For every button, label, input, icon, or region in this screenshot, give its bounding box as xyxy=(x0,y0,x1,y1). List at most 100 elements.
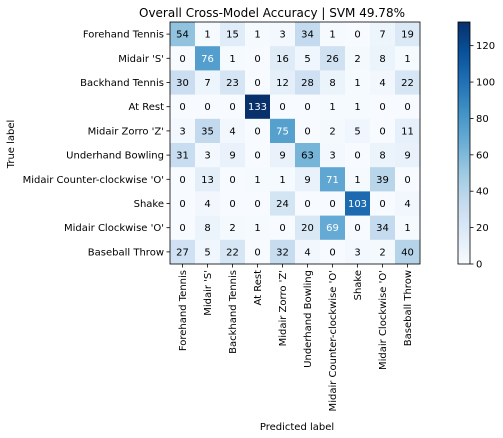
cell-value-label: 2 xyxy=(379,247,385,258)
cell-value-label: 4 xyxy=(379,78,385,89)
cell-value-label: 103 xyxy=(348,199,367,210)
cell-value-label: 23 xyxy=(226,78,239,89)
cell-value-label: 0 xyxy=(279,102,285,113)
cell-value-label: 7 xyxy=(204,78,210,89)
cell-value-label: 0 xyxy=(304,102,310,113)
y-tick-label-shake: Shake xyxy=(134,199,164,210)
heatmap-cell xyxy=(320,94,346,120)
cell-value-label: 0 xyxy=(254,199,260,210)
cell-value-label: 0 xyxy=(354,30,360,41)
cell-value-label: 0 xyxy=(329,199,335,210)
cell-value-label: 1 xyxy=(329,30,335,41)
heatmap-cell xyxy=(195,118,221,144)
heatmap-cell xyxy=(395,70,421,95)
heatmap-cell xyxy=(320,239,346,265)
cell-value-label: 0 xyxy=(179,223,185,234)
heatmap-cell xyxy=(320,167,346,192)
colorbar-tick-label: 100 xyxy=(476,78,495,89)
heatmap-cell xyxy=(270,167,296,192)
heatmap-cell xyxy=(170,239,196,265)
heatmap-cell xyxy=(195,167,221,192)
heatmap-cell xyxy=(370,46,396,71)
cell-value-label: 8 xyxy=(329,78,335,89)
cell-value-label: 0 xyxy=(229,102,235,113)
heatmap-cell xyxy=(295,215,321,241)
colorbar-gradient xyxy=(457,21,471,265)
colorbar-tick-label: 80 xyxy=(476,114,489,125)
cell-value-label: 40 xyxy=(401,247,414,258)
cell-value-label: 19 xyxy=(401,30,414,41)
heatmap-cell xyxy=(245,94,271,120)
heatmap-cell xyxy=(320,70,346,95)
heatmap-cell xyxy=(345,143,371,168)
heatmap-cell xyxy=(345,215,371,241)
heatmap-cell xyxy=(195,239,221,265)
heatmap-cell xyxy=(220,118,246,144)
cell-value-label: 3 xyxy=(354,247,360,258)
cell-value-label: 26 xyxy=(326,54,339,65)
cell-value-label: 5 xyxy=(204,247,210,258)
cell-value-label: 76 xyxy=(201,54,214,65)
cell-value-label: 0 xyxy=(204,102,210,113)
cell-value-label: 1 xyxy=(404,223,410,234)
x-tick-label-midair-clockwise-o: Midair Clockwise 'O' xyxy=(378,270,389,370)
y-tick-label-backhand-tennis: Backhand Tennis xyxy=(80,78,164,89)
cell-value-label: 2 xyxy=(329,126,335,137)
cell-value-label: 0 xyxy=(229,175,235,186)
cell-value-label: 0 xyxy=(179,175,185,186)
cell-value-label: 1 xyxy=(254,175,260,186)
colorbar-tick-label: 60 xyxy=(476,150,489,161)
heatmap-cell xyxy=(295,167,321,192)
heatmap-cell xyxy=(370,94,396,120)
cell-value-label: 30 xyxy=(176,78,189,89)
heatmap-cell xyxy=(370,70,396,95)
x-tick-label-shake: Shake xyxy=(353,270,364,300)
colorbar-tick-label: 0 xyxy=(476,260,482,271)
colorbar-ticks: 0 20 40 60 80 100 120 xyxy=(470,41,495,271)
x-tick-label-baseball-throw: Baseball Throw xyxy=(403,270,414,346)
cell-value-label: 35 xyxy=(201,126,214,137)
heatmap-cell xyxy=(220,22,246,47)
cell-value-label: 4 xyxy=(404,199,410,210)
heatmap-cell xyxy=(220,94,246,120)
cell-value-label: 15 xyxy=(226,30,239,41)
heatmap-cell xyxy=(220,215,246,241)
heatmap-cell xyxy=(345,167,371,192)
cell-value-label: 9 xyxy=(304,175,310,186)
cell-value-label: 1 xyxy=(354,78,360,89)
heatmap-cell xyxy=(220,191,246,216)
cell-value-label: 39 xyxy=(376,175,389,186)
cell-value-label: 0 xyxy=(179,199,185,210)
cell-value-label: 4 xyxy=(204,199,210,210)
heatmap-cell xyxy=(270,94,296,120)
heatmap-cell xyxy=(345,46,371,71)
cell-value-label: 8 xyxy=(379,151,385,162)
heatmap-cell xyxy=(220,46,246,71)
heatmap-cell xyxy=(295,118,321,144)
heatmap-cell xyxy=(170,22,196,47)
heatmap-cell xyxy=(245,22,271,47)
cell-value-label: 9 xyxy=(404,151,410,162)
cell-value-label: 0 xyxy=(179,102,185,113)
heatmap-cell xyxy=(395,191,421,216)
heatmap-cell xyxy=(370,167,396,192)
heatmap-cell-values: 54 1 15 1 3 34 1 0 7 190 76 1 0 16 5 26 2 8 130 7 23 0 12 28 8 1 4… xyxy=(176,30,414,259)
heatmap-cell xyxy=(320,191,346,216)
cell-value-label: 1 xyxy=(354,102,360,113)
x-tick-label-midair-counter-clockwise-o: Midair Counter-clockwise 'O' xyxy=(328,270,339,411)
cell-value-label: 0 xyxy=(304,199,310,210)
cell-value-label: 34 xyxy=(376,223,389,234)
cell-value-label: 9 xyxy=(279,151,285,162)
heatmap-cell xyxy=(220,143,246,168)
y-axis-label: True label xyxy=(6,120,17,170)
heatmap-cell xyxy=(395,215,421,241)
y-tick-label-at-rest: At Rest xyxy=(128,102,164,113)
heatmap-cell xyxy=(270,46,296,71)
cell-value-label: 133 xyxy=(248,102,267,113)
x-tick-label-midair-s: Midair 'S' xyxy=(203,270,214,316)
heatmap-cell xyxy=(170,167,196,192)
heatmap-cell xyxy=(345,118,371,144)
heatmap-cell xyxy=(370,22,396,47)
cell-value-label: 54 xyxy=(176,30,189,41)
y-tick-labels: Forehand Tennis Midair 'S' Backhand Tennis… xyxy=(23,30,170,258)
